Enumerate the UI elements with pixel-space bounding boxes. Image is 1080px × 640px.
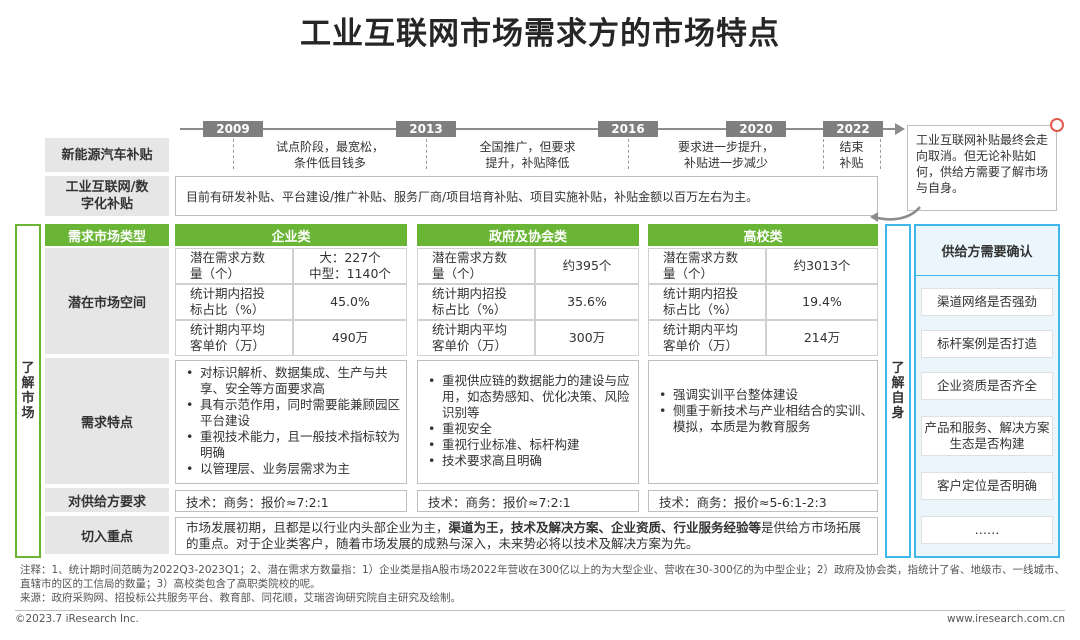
demand-type-header: 需求市场类型 [45, 224, 169, 246]
metric-value: 45.0% [293, 284, 407, 320]
phase-2-text: 全国推广，但要求 提升，补贴降低 [479, 140, 576, 170]
metric-value: 214万 [766, 320, 878, 356]
note-text: 注释：1、统计期时间范畴为2022Q3-2023Q1；2、潜在需求方数量指：1）… [20, 564, 1065, 590]
feature-item: 对标识解析、数据集成、生产与共享、安全等方面要求高 [176, 365, 406, 397]
timeline-arrowhead [895, 123, 905, 135]
metric-label: 统计期内招投 标占比（%） [417, 284, 535, 320]
feature-item: 强调实训平台整体建设 [649, 387, 877, 403]
year-2016: 2016 [598, 121, 658, 137]
feature-item: 重视技术能力，且一般技术指标较为明确 [176, 429, 406, 461]
phase-divider [426, 139, 427, 169]
phase-divider [880, 139, 881, 169]
metric-value: 大：227个 中型：1140个 [293, 248, 407, 284]
checklist-item: 渠道网络是否强劲 [921, 288, 1053, 316]
requirement-enterprise: 技术：商务：报价≈7:2:1 [175, 490, 407, 512]
metric-label: 统计期内招投 标占比（%） [648, 284, 766, 320]
callout-note: 工业互联网补贴最终会走向取消。但无论补贴如何，供给方需要了解市场与自身。 [907, 125, 1057, 211]
understand-self-bar: 了解自身 [885, 224, 911, 558]
metric-value: 19.4% [766, 284, 878, 320]
checklist-item: 标杆案例是否打造 [921, 330, 1053, 358]
year-2009: 2009 [203, 121, 263, 137]
iiot-subsidy-label: 工业互联网/数 字化补贴 [45, 176, 169, 216]
row-label-focus: 切入重点 [45, 516, 169, 556]
column-government: 政府及协会类 [417, 224, 639, 246]
curved-arrow-icon [870, 206, 921, 222]
ev-subsidy-label: 新能源汽车补贴 [45, 138, 169, 172]
checklist-header: 供给方需要确认 [916, 226, 1058, 276]
focus-text-bold: 渠道为王，技术及解决方案、企业资质、行业服务经验等 [448, 520, 762, 535]
notes: 注释：1、统计期时间范畴为2022Q3-2023Q1；2、潜在需求方数量指：1）… [20, 563, 1065, 605]
timeline-axis [180, 128, 900, 130]
row-label-features: 需求特点 [45, 358, 169, 486]
metric-value: 35.6% [535, 284, 639, 320]
requirement-government: 技术：商务：报价≈7:2:1 [417, 490, 639, 512]
feature-item: 具有示范作用，同时需要能兼顾园区平台建设 [176, 397, 406, 429]
checklist-item: 企业资质是否齐全 [921, 372, 1053, 400]
page-title: 工业互联网市场需求方的市场特点 [300, 16, 780, 52]
feature-item: 技术要求高且明确 [418, 453, 638, 469]
year-2020: 2020 [726, 121, 786, 137]
feature-item: 重视行业标准、标杆构建 [418, 437, 638, 453]
source-text: 来源：政府采购网、招投标公共服务平台、教育部、同花顺，艾瑞咨询研究院自主研究及绘… [20, 592, 461, 604]
metric-label: 统计期内平均 客单价（万） [648, 320, 766, 356]
metric-value: 约3013个 [766, 248, 878, 284]
features-enterprise: 对标识解析、数据集成、生产与共享、安全等方面要求高 具有示范作用，同时需要能兼顾… [175, 360, 407, 484]
column-enterprise: 企业类 [175, 224, 407, 246]
checklist-item: 产品和服务、解决方案生态是否构建 [921, 416, 1053, 456]
metric-label: 潜在需求方数 量（个） [175, 248, 293, 284]
website: www.iresearch.com.cn [946, 613, 1065, 625]
understand-self-label: 了解自身 [891, 361, 905, 421]
requirement-university: 技术：商务：报价≈5-6:1-2:3 [648, 490, 878, 512]
phase-3-text: 要求进一步提升， 补贴进一步减少 [677, 140, 774, 170]
metric-value: 约395个 [535, 248, 639, 284]
metric-label: 统计期内平均 客单价（万） [417, 320, 535, 356]
metric-label: 潜在需求方数 量（个） [648, 248, 766, 284]
column-university: 高校类 [648, 224, 878, 246]
checklist-item: 客户定位是否明确 [921, 472, 1053, 500]
focus-text-1: 市场发展初期，且都是以行业内头部企业为主， [186, 520, 449, 535]
features-university: 强调实训平台整体建设 侧重于新技术与产业相结合的实训、模拟，本质是为教育服务 [648, 360, 878, 484]
metric-label: 统计期内招投 标占比（%） [175, 284, 293, 320]
focus-text-2: 是供给方市场拓展的重点。对于企业类客户，随着市场发展的成熟与深入，未来势必将以技… [186, 520, 862, 551]
features-government: 重视供应链的数据能力的建设与应用，如态势感知、优化决策、风险识别等 重视安全 重… [417, 360, 639, 484]
metric-value: 300万 [535, 320, 639, 356]
year-2022: 2022 [823, 121, 883, 137]
year-2013: 2013 [396, 121, 456, 137]
copyright: ©2023.7 iResearch Inc. [15, 613, 139, 625]
footer-divider [15, 610, 1065, 611]
feature-item: 侧重于新技术与产业相结合的实训、模拟，本质是为教育服务 [649, 403, 877, 435]
iiot-subsidy-text: 目前有研发补贴、平台建设/推广补贴、服务厂商/项目培育补贴、项目实施补贴，补贴金… [175, 176, 878, 216]
row-label-market-space: 潜在市场空间 [45, 248, 169, 356]
metric-label: 统计期内平均 客单价（万） [175, 320, 293, 356]
phase-4-text: 结束 补贴 [839, 140, 864, 170]
entry-focus-text: 市场发展初期，且都是以行业内头部企业为主，渠道为王，技术及解决方案、企业资质、行… [175, 517, 878, 555]
feature-item: 以管理层、业务层需求为主 [176, 461, 406, 477]
phase-divider [233, 139, 234, 169]
phase-divider [628, 139, 629, 169]
feature-item: 重视供应链的数据能力的建设与应用，如态势感知、优化决策、风险识别等 [418, 373, 638, 421]
understand-market-label: 了解市场 [21, 361, 35, 421]
checklist-item: …… [921, 516, 1053, 544]
feature-item: 重视安全 [418, 421, 638, 437]
metric-value: 490万 [293, 320, 407, 356]
phase-1-text: 试点阶段，最宽松， 条件低目钱多 [275, 140, 384, 170]
supplier-checklist-panel: 供给方需要确认 渠道网络是否强劲 标杆案例是否打造 企业资质是否齐全 产品和服务… [914, 224, 1060, 558]
understand-market-bar: 了解市场 [15, 224, 41, 558]
phase-divider [823, 139, 824, 169]
metric-label: 潜在需求方数 量（个） [417, 248, 535, 284]
target-icon [1050, 118, 1064, 132]
row-label-requirements: 对供给方要求 [45, 488, 169, 514]
